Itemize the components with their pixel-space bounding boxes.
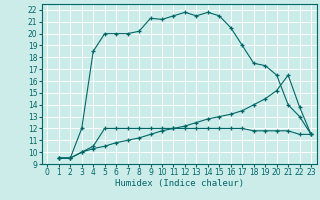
X-axis label: Humidex (Indice chaleur): Humidex (Indice chaleur) [115,179,244,188]
